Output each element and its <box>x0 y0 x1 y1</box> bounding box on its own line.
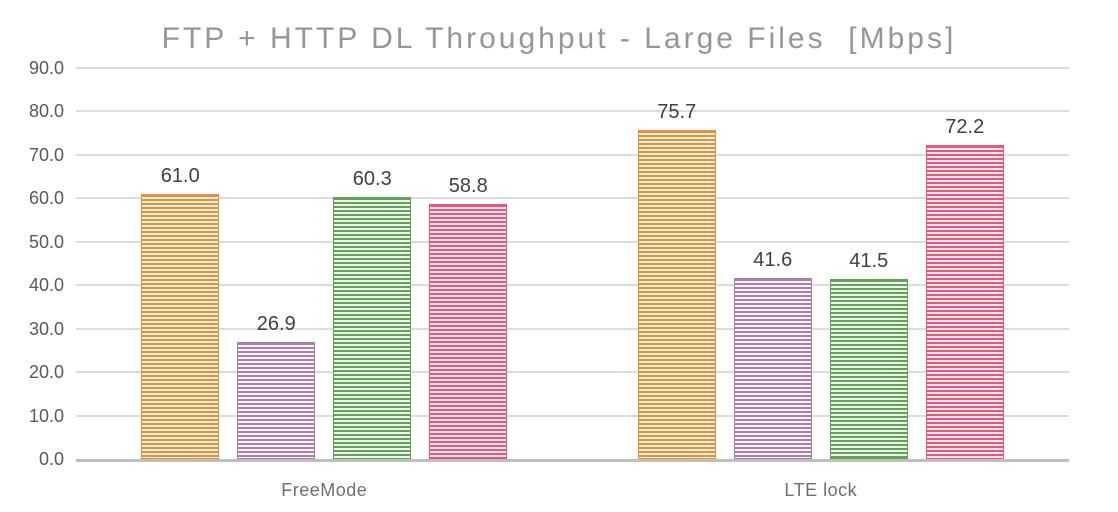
bar-data-label: 60.3 <box>352 168 392 191</box>
gridline <box>76 371 1069 374</box>
bar-data-label: 26.9 <box>256 313 296 336</box>
gridline <box>76 67 1069 69</box>
bar-data-label: 75.7 <box>657 101 697 124</box>
y-tick-label: 90.0 <box>28 58 64 78</box>
y-tick-label: 40.0 <box>28 275 64 296</box>
chart-title: FTP + HTTP DL Throughput - Large Files [… <box>161 22 957 55</box>
bar-data-label: 41.6 <box>753 249 793 272</box>
bar-orange-freemode <box>141 193 220 459</box>
bar-purple-lte-lock <box>733 278 812 459</box>
gridline <box>76 284 1069 287</box>
bar-green-lte-lock <box>829 278 908 459</box>
y-tick-label: 80.0 <box>28 101 64 122</box>
x-axis-line <box>76 459 1069 462</box>
bar-data-label: 72.2 <box>945 116 985 139</box>
gridline <box>76 197 1069 200</box>
bar-pink-lte-lock <box>925 145 1004 459</box>
bar-orange-lte-lock <box>637 130 716 459</box>
gridline <box>76 327 1069 330</box>
gridline <box>76 153 1069 156</box>
y-tick-label: 50.0 <box>28 231 64 252</box>
y-tick-label: 10.0 <box>28 405 64 426</box>
gridline <box>76 110 1069 113</box>
y-tick-label: 30.0 <box>28 318 64 339</box>
bar-data-label: 61.0 <box>160 164 200 187</box>
y-tick-label: 20.0 <box>28 362 64 383</box>
bar-green-freemode <box>333 197 412 459</box>
gridline <box>76 414 1069 417</box>
y-tick-label: 60.0 <box>28 188 64 209</box>
y-tick-label: 70.0 <box>28 144 64 165</box>
y-tick-label: 0.0 <box>38 449 64 469</box>
bar-pink-freemode <box>429 203 508 459</box>
gridline <box>76 240 1069 243</box>
category-label-lte-lock: LTE lock <box>784 480 858 500</box>
category-label-freemode: FreeMode <box>281 480 368 500</box>
bar-data-label: 58.8 <box>448 174 488 197</box>
bar-data-label: 41.5 <box>849 249 889 272</box>
bar-purple-freemode <box>237 342 316 459</box>
